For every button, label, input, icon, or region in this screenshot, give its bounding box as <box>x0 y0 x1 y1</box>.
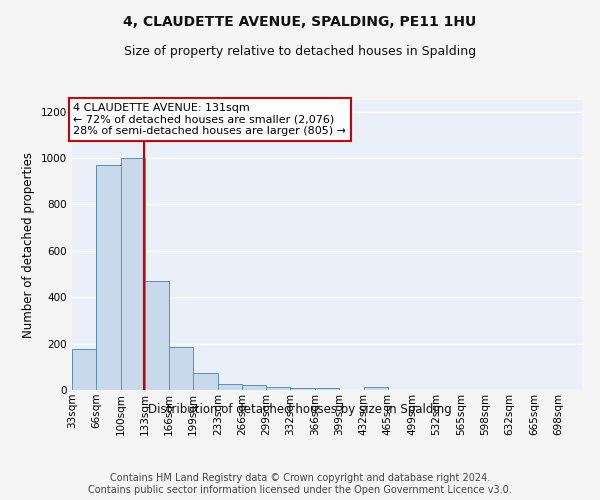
Bar <box>364 387 388 390</box>
Bar <box>218 384 242 390</box>
Bar <box>145 281 169 390</box>
Bar <box>72 350 96 390</box>
Bar <box>96 165 121 390</box>
Text: Distribution of detached houses by size in Spalding: Distribution of detached houses by size … <box>148 402 452 415</box>
Bar <box>169 347 193 390</box>
Bar <box>290 388 316 390</box>
Text: Contains HM Land Registry data © Crown copyright and database right 2024.
Contai: Contains HM Land Registry data © Crown c… <box>88 474 512 495</box>
Bar <box>316 388 340 390</box>
Bar <box>193 372 218 390</box>
Text: Size of property relative to detached houses in Spalding: Size of property relative to detached ho… <box>124 45 476 58</box>
Bar <box>121 158 145 390</box>
Bar <box>242 386 266 390</box>
Text: 4 CLAUDETTE AVENUE: 131sqm
← 72% of detached houses are smaller (2,076)
28% of s: 4 CLAUDETTE AVENUE: 131sqm ← 72% of deta… <box>73 103 346 136</box>
Text: 4, CLAUDETTE AVENUE, SPALDING, PE11 1HU: 4, CLAUDETTE AVENUE, SPALDING, PE11 1HU <box>124 15 476 29</box>
Y-axis label: Number of detached properties: Number of detached properties <box>22 152 35 338</box>
Bar <box>266 386 290 390</box>
